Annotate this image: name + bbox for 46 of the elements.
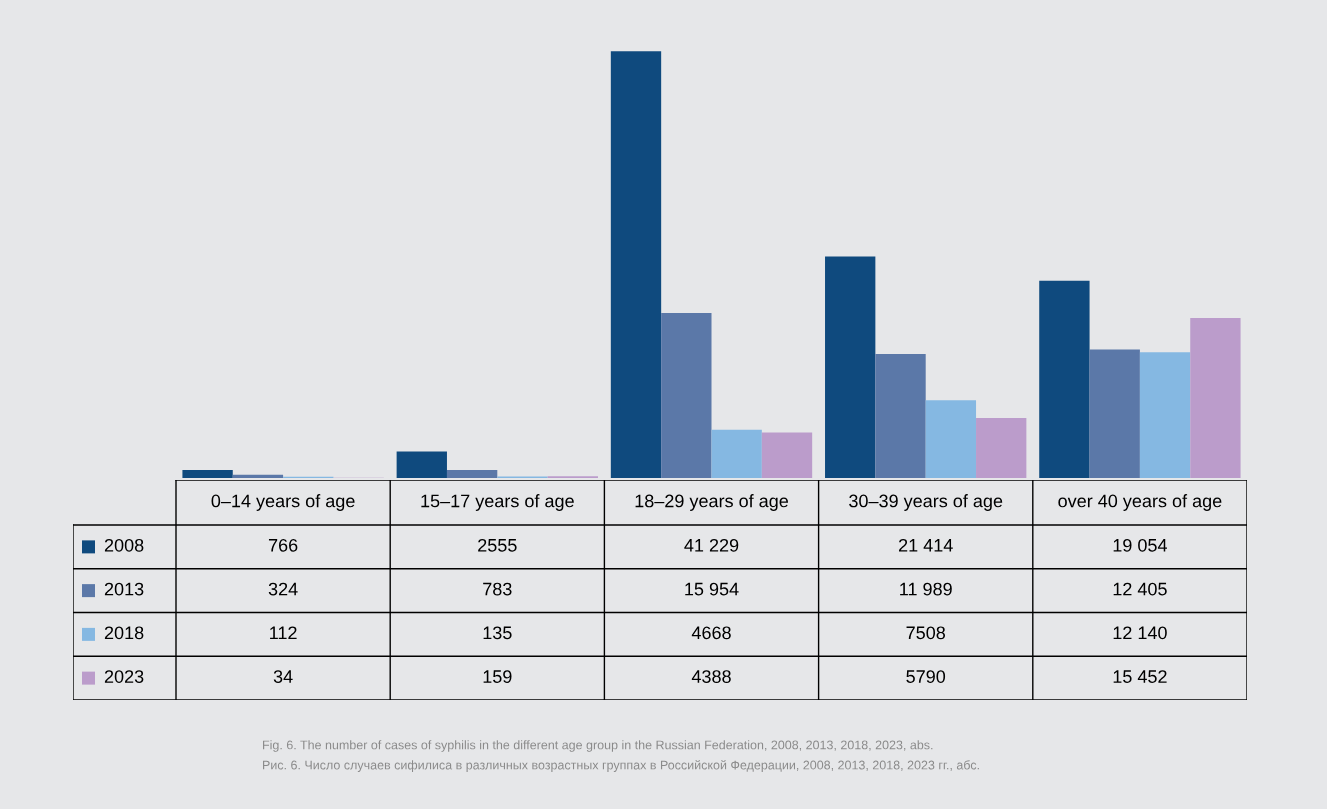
x-tick-label: 18–29 years of age bbox=[635, 494, 788, 511]
data-label: 12 405 bbox=[1113, 582, 1167, 596]
data-label: 4668 bbox=[691, 626, 731, 640]
legend-label: 2018 bbox=[104, 626, 144, 640]
data-label: 766 bbox=[268, 538, 298, 552]
data-label: 324 bbox=[268, 582, 298, 596]
bar bbox=[1039, 280, 1090, 478]
bar bbox=[446, 469, 498, 478]
data-label: 12 140 bbox=[1113, 626, 1167, 640]
data-label: 15 452 bbox=[1113, 670, 1167, 683]
x-tick-label: 30–39 years of age bbox=[849, 494, 1003, 511]
data-label: 19 054 bbox=[1113, 538, 1167, 552]
data-label: 159 bbox=[483, 670, 512, 683]
bar bbox=[182, 470, 233, 478]
bar bbox=[761, 432, 813, 478]
bar bbox=[396, 451, 447, 478]
bar bbox=[610, 51, 662, 478]
data-label: 4388 bbox=[691, 670, 731, 683]
text: Рис. 6. Число случаев сифилиса в различных возрастных группах в Российской Федерации, 2008, 2013, 2018, 2023 гг., абс. bbox=[263, 760, 979, 772]
bar bbox=[1139, 352, 1191, 478]
bar bbox=[875, 353, 926, 478]
data-label: 11 989 bbox=[900, 582, 952, 596]
data-label: 135 bbox=[483, 626, 512, 640]
data-label: 7508 bbox=[906, 626, 945, 640]
data-label: 783 bbox=[483, 582, 512, 596]
legend-label: 2008 bbox=[104, 538, 144, 552]
data-label: 2555 bbox=[478, 538, 517, 552]
x-tick-label: over 40 years of age bbox=[1058, 494, 1222, 511]
legend-label: 2013 bbox=[104, 582, 144, 596]
bar bbox=[825, 256, 876, 478]
x-tick-label: 0–14 years of age bbox=[211, 494, 355, 511]
bar bbox=[1190, 318, 1241, 478]
data-label: 21 414 bbox=[899, 538, 953, 552]
bar bbox=[1089, 349, 1140, 478]
x-tick-label: 15–17 years of age bbox=[421, 494, 574, 511]
data-label: 34 bbox=[273, 670, 293, 683]
data-label: 5790 bbox=[906, 670, 946, 683]
data-label: 112 bbox=[270, 626, 297, 640]
caption: Fig. 6. The number of cases of syphilis in the different age group in the Russian Federation, 2008, 2013, 2018, 2023, abs. bbox=[263, 740, 933, 752]
bar bbox=[711, 429, 762, 478]
bar bbox=[925, 400, 977, 478]
legend-label: 2023 bbox=[104, 670, 144, 683]
bar bbox=[661, 312, 712, 478]
bar bbox=[976, 418, 1027, 478]
data-label: 41 229 bbox=[684, 538, 739, 552]
data-label: 15 954 bbox=[685, 582, 739, 596]
